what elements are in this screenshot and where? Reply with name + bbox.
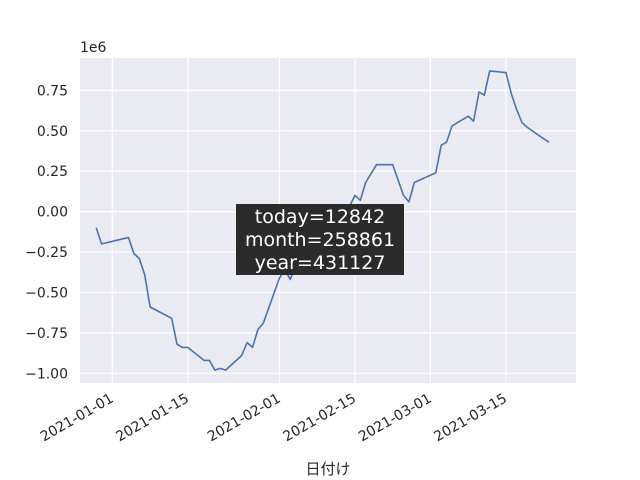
y-tick-label: −0.75 (25, 326, 68, 342)
y-tick-label: −0.25 (25, 245, 68, 261)
x-tick-label: 2021-03-01 (356, 391, 434, 446)
x-tick-label: 2021-03-15 (431, 391, 509, 446)
y-tick-label: 0.25 (37, 164, 68, 180)
annotation-month: month=258861 (244, 229, 396, 251)
y-axis-ticks: 0.75 0.50 0.25 0.00 −0.25 −0.50 −0.75 −1.00 (25, 83, 68, 382)
y-tick-label: −0.50 (25, 285, 68, 301)
x-tick-label: 2021-01-01 (38, 391, 116, 446)
x-axis-title: 日付け (305, 460, 350, 478)
y-tick-label: 0.75 (37, 83, 68, 99)
x-tick-label: 2021-02-01 (205, 391, 283, 446)
y-tick-label: −1.00 (25, 366, 68, 382)
y-tick-label: 0.50 (37, 124, 68, 140)
x-tick-label: 2021-01-15 (113, 391, 191, 446)
annotation-today: today=12842 (254, 206, 386, 228)
annotation-year: year=431127 (254, 252, 386, 274)
annotation-box: today=12842 month=258861 year=431127 (236, 204, 404, 275)
y-tick-label: 0.00 (37, 205, 68, 221)
x-tick-label: 2021-02-15 (280, 391, 358, 446)
y-offset-label: 1e6 (80, 40, 107, 56)
